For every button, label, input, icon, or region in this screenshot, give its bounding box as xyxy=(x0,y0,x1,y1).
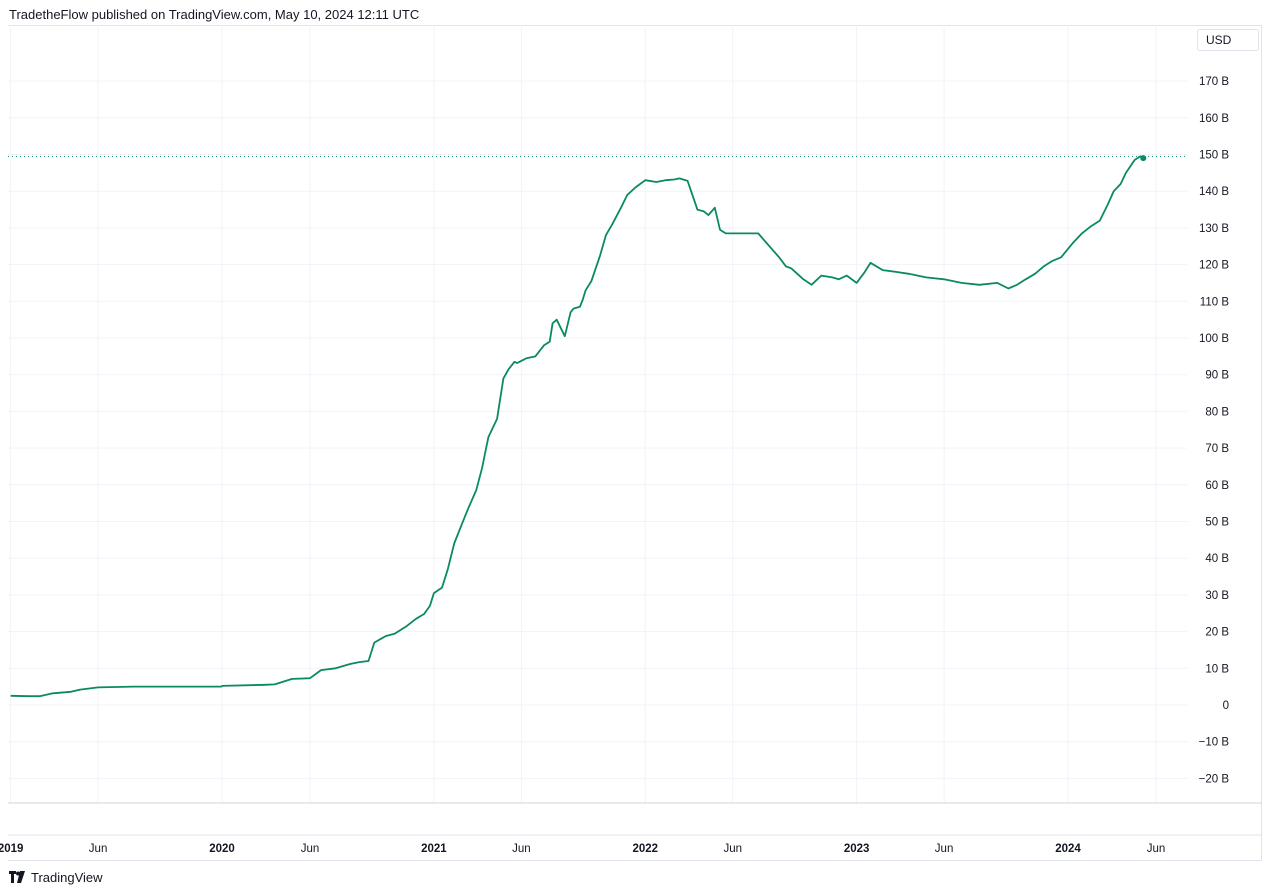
x-tick-label: Jun xyxy=(723,843,742,855)
y-tick-label: 40 B xyxy=(1205,553,1229,565)
y-tick-label: 0 xyxy=(1223,700,1229,712)
publish-info: TradetheFlow published on TradingView.co… xyxy=(9,7,420,22)
price-axis-labels: −20 B −10 B 0 10 B 20 B 30 B 40 B 50 B 60 B 70 B 8… xyxy=(1199,76,1230,785)
x-tick-label: 2021 xyxy=(421,843,447,855)
x-tick-label: Jun xyxy=(1147,843,1166,855)
x-tick-label: Jun xyxy=(301,843,320,855)
y-tick-label: 20 B xyxy=(1205,627,1229,639)
y-tick-label: 70 B xyxy=(1205,443,1229,455)
y-tick-label: 140 B xyxy=(1199,186,1229,198)
y-tick-label: 80 B xyxy=(1205,406,1229,418)
x-tick-label: 2022 xyxy=(632,843,658,855)
y-tick-label: 50 B xyxy=(1205,517,1229,529)
y-tick-label: 170 B xyxy=(1199,76,1229,88)
currency-selector[interactable]: USD xyxy=(1197,29,1259,51)
tradingview-logo-icon xyxy=(9,871,25,883)
y-tick-label: −20 B xyxy=(1199,773,1230,785)
x-tick-label: 2020 xyxy=(209,843,235,855)
y-tick-label: −10 B xyxy=(1199,737,1230,749)
last-value-point xyxy=(1140,155,1147,162)
y-tick-label: 160 B xyxy=(1199,113,1229,125)
grid-lines xyxy=(8,25,1187,803)
x-tick-label: 2019 xyxy=(0,843,23,855)
y-tick-label: 10 B xyxy=(1205,663,1229,675)
series-line xyxy=(10,155,1144,698)
y-tick-label: 120 B xyxy=(1199,260,1229,272)
y-tick-label: 100 B xyxy=(1199,333,1229,345)
x-tick-label: Jun xyxy=(512,843,531,855)
y-tick-label: 150 B xyxy=(1199,150,1229,162)
x-tick-label: 2023 xyxy=(844,843,870,855)
tradingview-brand[interactable]: TradingView xyxy=(9,867,103,887)
time-axis-labels: 2019 Jun 2020 Jun 2021 Jun 2022 Jun 2023 Jun 2024 J… xyxy=(0,843,1165,855)
y-tick-label: 60 B xyxy=(1205,480,1229,492)
x-tick-label: Jun xyxy=(935,843,954,855)
x-tick-label: Jun xyxy=(89,843,108,855)
y-tick-label: 130 B xyxy=(1199,223,1229,235)
x-tick-label: 2024 xyxy=(1055,843,1081,855)
y-tick-label: 110 B xyxy=(1200,296,1230,308)
y-tick-label: 90 B xyxy=(1205,370,1229,382)
y-tick-label: 30 B xyxy=(1205,590,1229,602)
chart-frame xyxy=(8,25,1262,861)
brand-name: TradingView xyxy=(31,869,103,885)
